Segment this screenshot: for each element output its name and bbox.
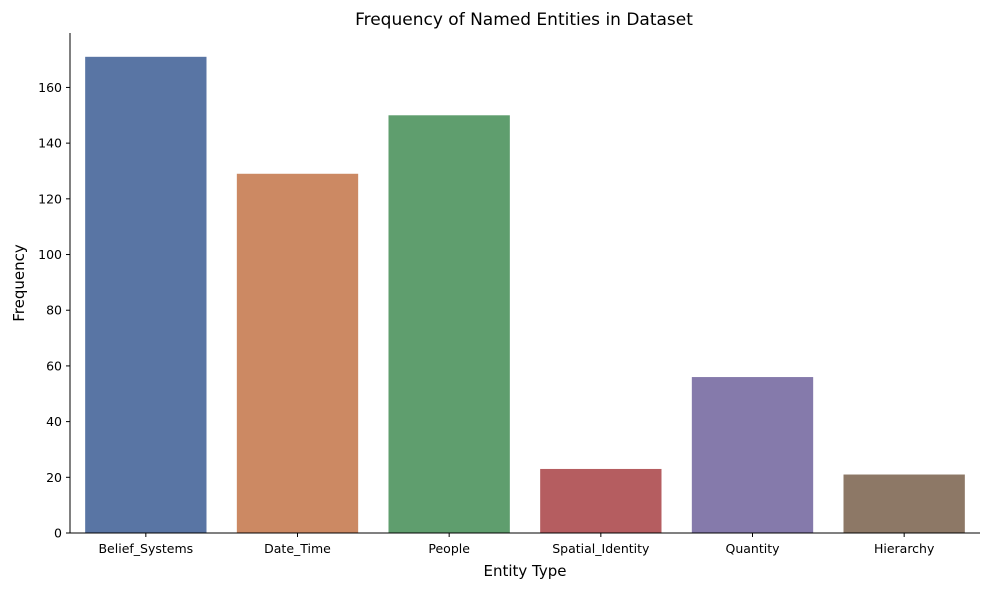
bar-quantity xyxy=(691,377,814,533)
y-tick-label: 60 xyxy=(46,358,62,373)
y-tick-label: 0 xyxy=(54,526,62,541)
x-axis-label: Entity Type xyxy=(483,562,566,580)
chart-title: Frequency of Named Entities in Dataset xyxy=(355,10,693,30)
bar-spatial-identity xyxy=(540,468,662,533)
y-tick-label: 120 xyxy=(38,191,62,206)
bar-people xyxy=(388,115,510,533)
y-tick-label: 80 xyxy=(46,303,62,318)
x-tick-label: People xyxy=(428,541,470,556)
bars-group xyxy=(85,56,965,534)
x-axis: Belief_Systems Date_Time People Spatial_Ide… xyxy=(98,533,935,556)
x-tick-label: Hierarchy xyxy=(874,541,935,556)
y-axis: 0 20 40 60 80 100 120 140 160 xyxy=(38,80,70,541)
bar-date-time xyxy=(236,173,359,533)
x-tick-label: Date_Time xyxy=(264,541,331,556)
x-tick-label: Spatial_Identity xyxy=(552,541,650,556)
bar-hierarchy xyxy=(843,474,965,533)
y-tick-label: 160 xyxy=(38,80,62,95)
x-tick-label: Belief_Systems xyxy=(98,541,193,556)
x-tick-label: Quantity xyxy=(725,541,780,556)
y-tick-label: 100 xyxy=(38,247,62,262)
y-tick-label: 20 xyxy=(46,470,62,485)
bar-belief-systems xyxy=(85,56,207,534)
y-tick-label: 40 xyxy=(46,414,62,429)
y-tick-label: 140 xyxy=(38,136,62,151)
y-axis-label: Frequency xyxy=(10,244,28,322)
